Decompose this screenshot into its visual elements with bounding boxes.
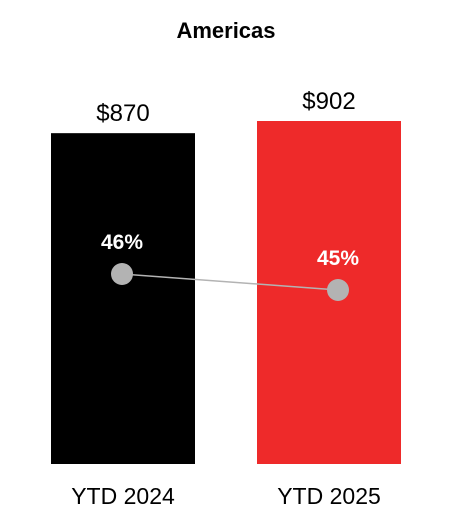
percent-marker-1 [111, 263, 133, 285]
percent-line [121, 273, 339, 291]
bar-value-label-2: $902 [302, 88, 355, 115]
bar-1 [51, 133, 195, 464]
percent-label-1: 46% [101, 231, 143, 254]
percent-label-2: 45% [317, 247, 359, 270]
bar-value-label-1: $870 [96, 100, 149, 127]
labels-layer: $870 YTD 2024 $902 YTD 2025 [71, 88, 381, 509]
category-label-2: YTD 2025 [277, 483, 381, 509]
percent-marker-2 [327, 279, 349, 301]
chart-title: Americas [176, 18, 275, 43]
line-layer: 46% 45% [101, 231, 359, 301]
category-label-1: YTD 2024 [71, 483, 175, 509]
